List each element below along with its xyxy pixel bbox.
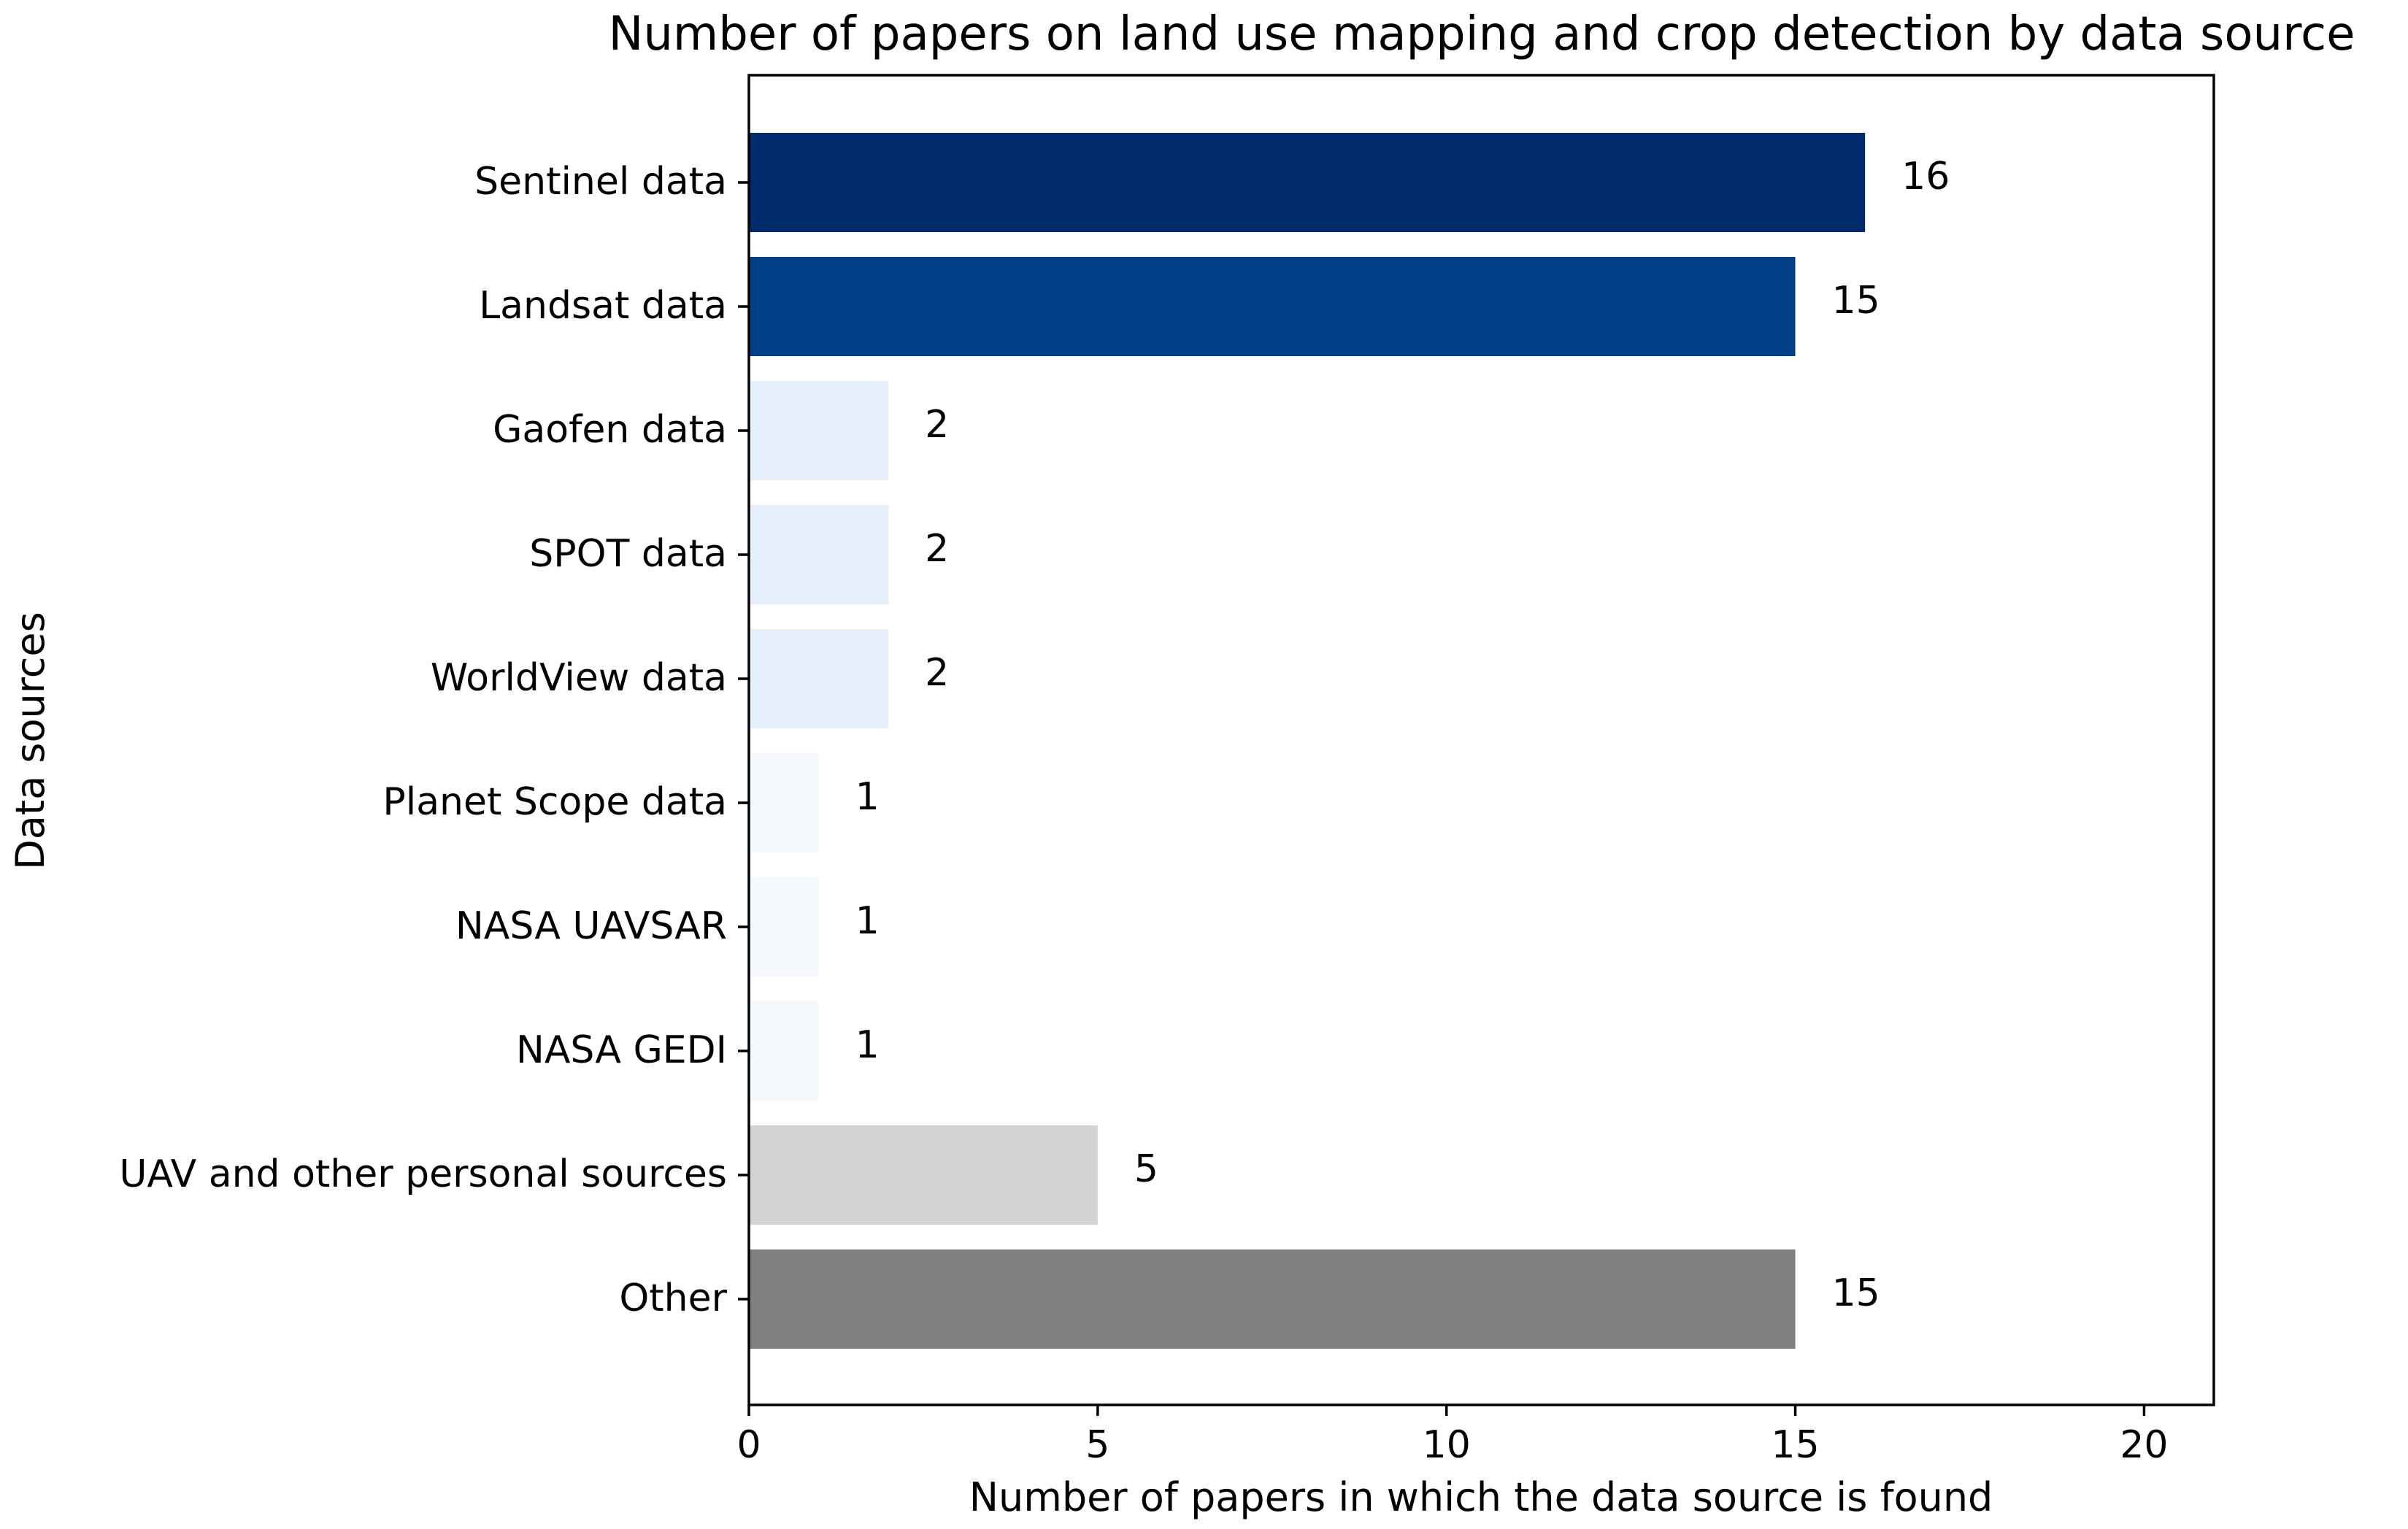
value-label-6: 1	[855, 899, 880, 943]
category-label-6: NASA UAVSAR	[455, 904, 727, 948]
bar-8	[749, 1125, 1098, 1225]
bar-9	[749, 1249, 1796, 1349]
bar-7	[749, 1001, 819, 1101]
x-tick-label-4: 20	[2120, 1423, 2168, 1467]
category-label-0: Sentinel data	[474, 160, 727, 204]
chart-title: Number of papers on land use mapping and…	[608, 7, 2355, 61]
category-label-2: Gaofen data	[493, 408, 727, 452]
x-tick-label-0: 0	[736, 1423, 761, 1467]
bar-4	[749, 629, 889, 728]
category-label-8: UAV and other personal sources	[119, 1152, 727, 1196]
category-label-7: NASA GEDI	[516, 1028, 727, 1072]
category-label-9: Other	[619, 1276, 727, 1320]
category-label-3: SPOT data	[529, 532, 727, 576]
value-label-5: 1	[855, 775, 880, 819]
y-axis-title: Data sources	[7, 612, 53, 870]
value-label-2: 2	[925, 403, 949, 447]
plot-frame	[747, 74, 2215, 1406]
category-label-5: Planet Scope data	[382, 780, 727, 824]
value-label-4: 2	[925, 651, 949, 695]
bar-1	[749, 257, 1796, 356]
x-tick-label-2: 10	[1423, 1423, 1471, 1467]
value-label-3: 2	[925, 527, 949, 571]
bar-5	[749, 753, 819, 852]
bar-2	[749, 381, 889, 480]
bar-3	[749, 505, 889, 604]
bar-0	[749, 133, 1866, 232]
value-label-9: 15	[1832, 1271, 1880, 1315]
value-label-7: 1	[855, 1023, 880, 1067]
value-label-8: 5	[1134, 1147, 1158, 1191]
category-label-4: WorldView data	[431, 656, 727, 700]
x-tick-label-3: 15	[1771, 1423, 1819, 1467]
category-label-1: Landsat data	[479, 284, 727, 328]
x-axis-title: Number of papers in which the data sourc…	[969, 1474, 1993, 1520]
value-label-0: 16	[1901, 155, 1950, 199]
value-label-1: 15	[1832, 279, 1880, 323]
x-tick-label-1: 5	[1085, 1423, 1109, 1467]
bar-6	[749, 877, 819, 977]
